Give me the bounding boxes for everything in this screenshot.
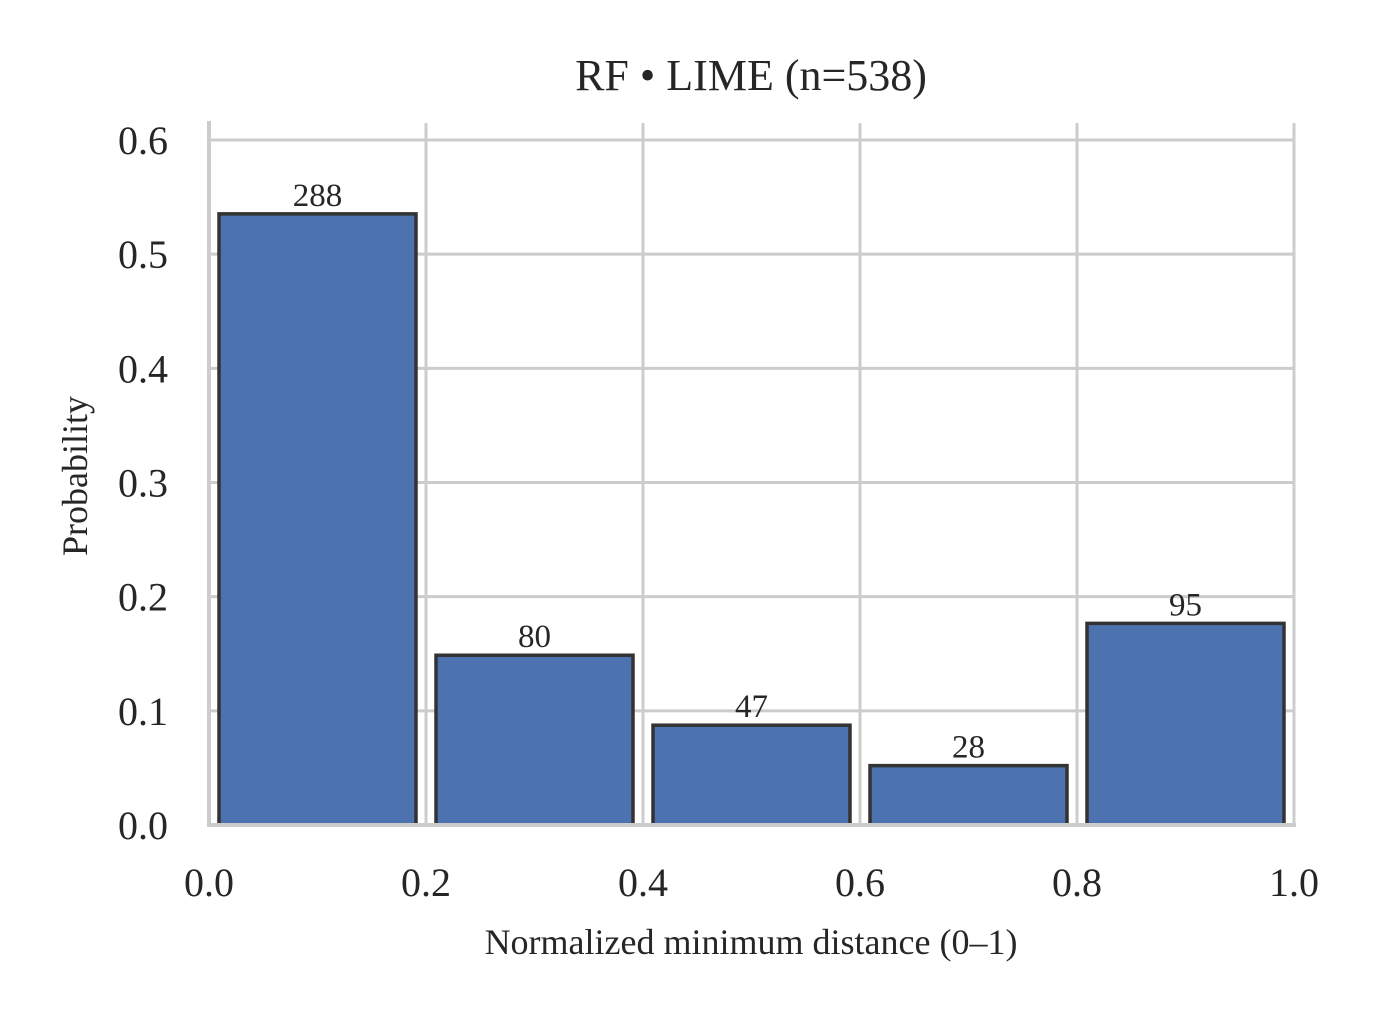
chart-title: RF • LIME (n=538) xyxy=(575,51,927,100)
x-tick-label: 0.4 xyxy=(618,860,668,905)
axis-spines xyxy=(207,121,1296,827)
bar-count-labels: 288 80 47 28 95 xyxy=(293,178,1202,766)
bar-count-label: 288 xyxy=(293,178,343,214)
histogram-bar xyxy=(434,653,635,827)
y-tick-labels: 0.0 0.1 0.2 0.3 0.4 0.5 0.6 xyxy=(118,118,168,848)
bar-count-label: 28 xyxy=(952,730,985,766)
y-tick-label: 0.0 xyxy=(118,803,168,848)
bar-count-label: 95 xyxy=(1169,587,1202,623)
x-tick-label: 1.0 xyxy=(1269,860,1319,905)
bar-count-label: 80 xyxy=(518,619,551,655)
y-tick-label: 0.4 xyxy=(118,346,168,391)
x-tick-label: 0.8 xyxy=(1052,860,1102,905)
y-axis-label: Probability xyxy=(55,396,95,556)
y-tick-label: 0.5 xyxy=(118,232,168,277)
x-tick-label: 0.0 xyxy=(184,860,234,905)
histogram-bar xyxy=(1085,621,1286,827)
histogram-bar xyxy=(651,723,852,827)
x-tick-labels: 0.0 0.2 0.4 0.6 0.8 1.0 xyxy=(184,860,1319,905)
bar-count-label: 47 xyxy=(735,689,768,725)
bars xyxy=(217,212,1286,827)
histogram-bar xyxy=(217,212,418,827)
x-axis-label: Normalized minimum distance (0–1) xyxy=(485,922,1018,962)
y-tick-label: 0.1 xyxy=(118,689,168,734)
y-tick-label: 0.2 xyxy=(118,575,168,620)
y-tick-label: 0.6 xyxy=(118,118,168,163)
x-tick-label: 0.2 xyxy=(401,860,451,905)
x-tick-label: 0.6 xyxy=(835,860,885,905)
histogram-bar xyxy=(868,763,1069,827)
y-tick-label: 0.3 xyxy=(118,461,168,506)
